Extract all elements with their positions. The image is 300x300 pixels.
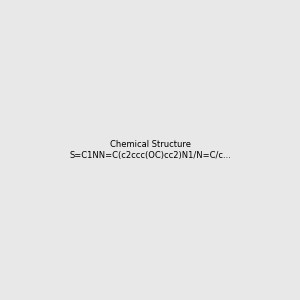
Text: Chemical Structure
S=C1NN=C(c2ccc(OC)cc2)N1/N=C/c...: Chemical Structure S=C1NN=C(c2ccc(OC)cc2… [69, 140, 231, 160]
